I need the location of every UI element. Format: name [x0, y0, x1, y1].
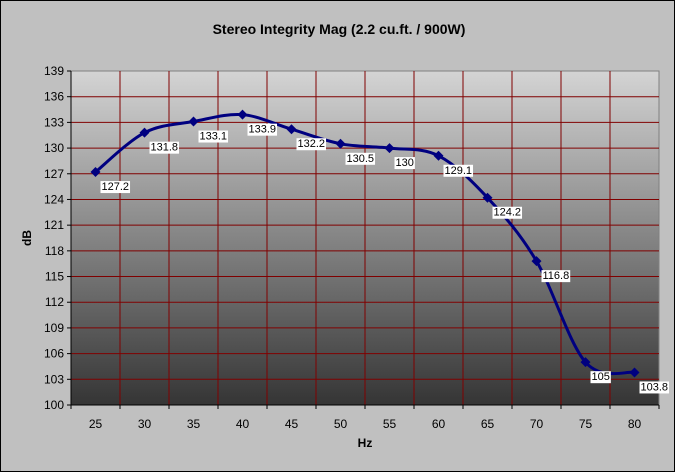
- y-tick-label: 109: [44, 321, 64, 335]
- data-label-box: [394, 157, 415, 170]
- y-tick-label: 130: [44, 141, 64, 155]
- data-label: 105: [590, 371, 611, 384]
- data-point-marker: [90, 167, 101, 178]
- data-point-marker: [188, 116, 199, 127]
- data-label-box: [149, 141, 180, 154]
- data-label-box: [296, 138, 327, 151]
- chart-title: Stereo Integrity Mag (2.2 cu.ft. / 900W): [213, 21, 466, 37]
- data-label-box: [492, 206, 523, 219]
- y-tick-label: 139: [44, 64, 64, 78]
- x-axis-title: Hz: [358, 436, 373, 450]
- y-tick-label: 103: [44, 372, 64, 386]
- x-tick-label: 65: [481, 417, 495, 431]
- x-tick-label: 40: [236, 417, 250, 431]
- x-tick-label: 60: [432, 417, 446, 431]
- y-tick-label: 106: [44, 347, 64, 361]
- data-point-marker: [335, 138, 346, 149]
- data-label-text: 127.2: [102, 181, 130, 193]
- data-label-box: [345, 152, 376, 165]
- data-label-text: 124.2: [494, 207, 522, 219]
- data-point-marker: [286, 124, 297, 135]
- data-label-text: 103.8: [641, 381, 669, 393]
- data-label: 133.9: [247, 123, 278, 136]
- data-label-box: [639, 381, 670, 394]
- y-axis-title: dB: [20, 230, 34, 246]
- y-tick-label: 100: [44, 398, 64, 412]
- data-label-box: [247, 123, 278, 136]
- y-tick-label: 133: [44, 115, 64, 129]
- data-point-marker: [629, 367, 640, 378]
- x-tick-label: 80: [628, 417, 642, 431]
- data-label-text: 131.8: [151, 142, 179, 154]
- data-label-text: 133.1: [200, 131, 228, 143]
- data-label-text: 130.5: [347, 153, 375, 165]
- data-label: 129.1: [443, 164, 474, 177]
- data-label-text: 133.9: [249, 124, 277, 136]
- axis-ticks: 100 103 106 109 112 115 118 121 124 127 130 133 136 1…: [44, 64, 660, 431]
- data-point-marker: [384, 143, 395, 154]
- y-tick-label: 121: [44, 218, 64, 232]
- data-label-text: 105: [592, 371, 610, 383]
- x-tick-label: 50: [334, 417, 348, 431]
- data-label: 132.2: [296, 138, 327, 151]
- data-label-text: 116.8: [543, 270, 570, 282]
- x-tick-label: 75: [579, 417, 593, 431]
- data-label-box: [590, 371, 611, 384]
- y-tick-label: 115: [45, 270, 64, 284]
- data-point-marker: [531, 256, 542, 267]
- data-label-text: 129.1: [445, 165, 473, 177]
- data-point-marker: [580, 357, 591, 368]
- data-label: 103.8: [639, 381, 670, 394]
- data-series: [90, 109, 640, 378]
- data-label: 131.8: [149, 141, 180, 154]
- data-label-box: [443, 164, 474, 177]
- data-point-marker: [433, 150, 444, 161]
- data-label: 124.2: [492, 206, 523, 219]
- data-label: 130.5: [345, 152, 376, 165]
- x-tick-label: 30: [138, 417, 152, 431]
- y-tick-label: 127: [44, 167, 64, 181]
- x-tick-label: 55: [383, 417, 397, 431]
- data-label-box: [198, 130, 229, 143]
- data-point-marker: [139, 127, 150, 138]
- data-label-box: [100, 181, 131, 194]
- x-tick-label: 25: [89, 417, 103, 431]
- y-tick-label: 118: [45, 244, 64, 258]
- x-tick-label: 45: [285, 417, 299, 431]
- x-tick-label: 35: [187, 417, 201, 431]
- data-label-box: [541, 270, 571, 283]
- data-label-text: 130: [396, 157, 414, 169]
- data-label: 127.2: [100, 181, 131, 194]
- data-point-marker: [482, 192, 493, 203]
- data-label: 133.1: [198, 130, 229, 143]
- x-tick-label: 70: [530, 417, 544, 431]
- data-label-text: 132.2: [298, 138, 326, 150]
- data-label: 130: [394, 157, 415, 170]
- data-labels: 127.2 131.8 133.1 133.9 132.2 130.5 130 129.1 12…: [100, 123, 670, 394]
- data-label: 116.8: [541, 270, 571, 283]
- y-tick-label: 136: [44, 90, 64, 104]
- y-tick-label: 112: [45, 295, 64, 309]
- y-tick-label: 124: [44, 192, 64, 206]
- data-point-marker: [237, 109, 248, 120]
